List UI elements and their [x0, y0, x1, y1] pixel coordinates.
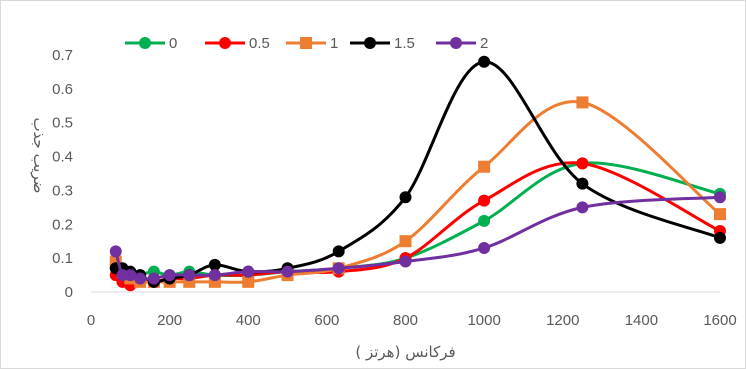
- data-point: [714, 231, 726, 244]
- y-tick-label: 0.4: [52, 149, 73, 166]
- data-point: [242, 265, 255, 278]
- legend-marker: [219, 37, 231, 49]
- y-tick-labels: 0 0.1 0.2 0.3 0.4 0.5 0.6 0.7: [52, 47, 73, 301]
- data-point: [332, 245, 345, 258]
- legend-label: 0.5: [249, 35, 270, 52]
- x-tick-label: 600: [314, 312, 339, 329]
- legend: 0 0.5 1 1.5 2: [125, 35, 488, 52]
- data-point: [163, 269, 176, 282]
- data-point: [576, 201, 589, 214]
- x-tick-label: 1200: [546, 312, 579, 329]
- data-point: [332, 262, 345, 275]
- data-point: [576, 157, 589, 170]
- x-axis-title: فرکانس (هرتز ): [355, 343, 455, 361]
- legend-label: 2: [480, 35, 488, 52]
- data-point: [134, 272, 147, 285]
- data-point: [478, 214, 491, 227]
- data-point: [478, 55, 491, 68]
- y-tick-label: 0: [65, 284, 73, 301]
- series-layer: [109, 55, 726, 292]
- y-tick-label: 0.6: [52, 81, 73, 98]
- data-point: [208, 269, 221, 282]
- legend-label: 1.5: [394, 35, 415, 52]
- data-point: [208, 258, 221, 271]
- data-point: [242, 275, 255, 288]
- data-point: [399, 235, 412, 248]
- data-point: [714, 208, 726, 221]
- data-point: [478, 160, 491, 173]
- data-point: [399, 255, 412, 268]
- y-tick-label: 0.5: [52, 115, 73, 132]
- y-tick-label: 0.3: [52, 182, 73, 199]
- legend-marker: [364, 37, 376, 49]
- x-tick-label: 1600: [703, 312, 736, 329]
- y-tick-label: 0.2: [52, 216, 73, 233]
- x-tick-label: 1000: [467, 312, 500, 329]
- legend-item-0: 0: [125, 35, 177, 52]
- legend-marker: [450, 37, 462, 49]
- legend-marker: [139, 37, 151, 49]
- data-point: [478, 194, 491, 207]
- y-tick-label: 0.7: [52, 47, 73, 64]
- x-tick-label: 1400: [625, 312, 658, 329]
- data-point: [399, 191, 412, 204]
- data-point: [183, 269, 196, 282]
- legend-label: 0: [169, 35, 177, 52]
- data-point: [281, 265, 294, 278]
- x-tick-label: 0: [87, 312, 95, 329]
- x-tick-label: 800: [393, 312, 418, 329]
- legend-item-0.5: 0.5: [205, 35, 270, 52]
- data-point: [478, 241, 491, 254]
- legend-item-1.5: 1.5: [350, 35, 415, 52]
- legend-label: 1: [330, 35, 338, 52]
- x-tick-label: 400: [236, 312, 261, 329]
- y-axis-title: ضریب جذب: [30, 118, 48, 194]
- data-point: [109, 245, 122, 258]
- series-2: [109, 191, 726, 285]
- data-point: [576, 96, 589, 109]
- legend-marker: [300, 37, 312, 49]
- data-point: [124, 269, 137, 282]
- data-point: [147, 272, 160, 285]
- x-tick-label: 200: [157, 312, 182, 329]
- y-tick-label: 0.1: [52, 250, 73, 267]
- x-tick-labels: 0 200 400 600 800 1000 1200 1400 1600: [87, 312, 737, 329]
- legend-item-1: 1: [286, 35, 338, 52]
- data-point: [714, 191, 726, 204]
- data-point: [576, 177, 589, 190]
- legend-item-2: 2: [436, 35, 488, 52]
